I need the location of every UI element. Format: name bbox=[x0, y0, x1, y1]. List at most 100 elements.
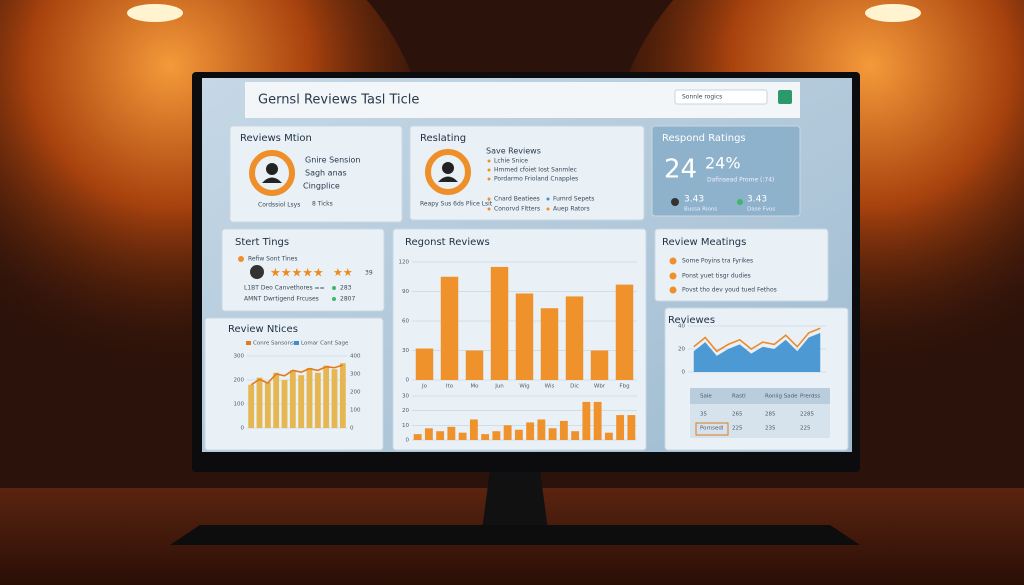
y-tick-label: 0 bbox=[682, 370, 686, 376]
bar bbox=[458, 432, 467, 440]
bar bbox=[314, 372, 321, 428]
bar bbox=[571, 431, 580, 440]
bar bbox=[616, 415, 625, 440]
bar bbox=[492, 431, 501, 440]
bar bbox=[424, 428, 433, 440]
table-header-cell: Roniig Sade bbox=[765, 394, 798, 400]
list-item: Some Poyins tra Fyrikes bbox=[682, 258, 753, 265]
x-tick-label: Mo bbox=[470, 384, 479, 390]
bar bbox=[565, 296, 584, 380]
y-tick-label: 120 bbox=[399, 260, 410, 266]
panel bbox=[409, 125, 645, 221]
list-item: Ponst yuet tisgr dudies bbox=[682, 273, 751, 280]
x-tick-label: Wis bbox=[545, 384, 555, 390]
status-dot bbox=[737, 199, 743, 205]
y2-tick-label: 400 bbox=[350, 354, 361, 360]
avatar-icon bbox=[250, 265, 264, 279]
table-cell: 225 bbox=[732, 426, 743, 432]
y-tick-label: 90 bbox=[402, 289, 409, 295]
row-text: L1BT Deo Canvethores == bbox=[244, 285, 325, 292]
bar bbox=[604, 432, 613, 440]
panel-title: Stert Tings bbox=[235, 237, 289, 248]
y-tick-label: 0 bbox=[406, 378, 410, 384]
bar bbox=[264, 382, 271, 428]
y-tick-label: 100 bbox=[234, 402, 245, 408]
avatar-icon bbox=[438, 176, 458, 182]
lamp bbox=[865, 4, 921, 22]
search-box[interactable] bbox=[674, 89, 768, 105]
search-button[interactable] bbox=[778, 90, 792, 104]
bar bbox=[256, 377, 263, 428]
bar bbox=[248, 384, 255, 428]
y-tick-label: 0 bbox=[406, 438, 410, 444]
stars: ★★★★★ bbox=[270, 266, 324, 280]
dashboard-title: Gernsl Reviews Tasl Ticle bbox=[258, 93, 419, 108]
table-cell: 235 bbox=[765, 426, 776, 432]
line bbox=[693, 327, 821, 353]
bar bbox=[447, 426, 456, 440]
avatar-ring bbox=[249, 150, 295, 196]
bullet bbox=[546, 197, 550, 201]
x-tick-label: Jun bbox=[494, 384, 504, 390]
panel-title: Reviews Mtion bbox=[240, 133, 312, 144]
row-text: Refiw Sont Tines bbox=[248, 256, 298, 263]
monitor-neck bbox=[482, 470, 548, 530]
avatar-icon bbox=[671, 198, 679, 206]
bar bbox=[298, 375, 305, 428]
panel-title: Reslating bbox=[420, 133, 466, 144]
bar bbox=[273, 372, 280, 428]
text-line: Gnire Sension bbox=[305, 156, 361, 165]
big-number: 24 bbox=[664, 155, 697, 185]
legend-label: Lomar Cant Sage bbox=[301, 341, 349, 347]
footer-text: Cordssiol Lsys bbox=[258, 202, 300, 209]
list-item: Fumrd Sepets bbox=[553, 196, 594, 203]
bar bbox=[590, 350, 609, 380]
x-tick-label: Jo bbox=[421, 384, 428, 390]
caption: Reapy Sus 6ds Plice Lsit bbox=[420, 201, 493, 208]
bullet bbox=[238, 256, 244, 262]
table-cell: 2285 bbox=[800, 412, 814, 418]
avatar-icon bbox=[442, 162, 454, 174]
bar bbox=[526, 422, 535, 440]
y-tick-label: 40 bbox=[678, 324, 685, 330]
table-header bbox=[690, 388, 830, 404]
avatar-ring bbox=[425, 149, 471, 195]
bar bbox=[582, 401, 591, 440]
bar bbox=[515, 293, 534, 380]
text-line: Sagh anas bbox=[305, 169, 347, 178]
bar bbox=[465, 350, 484, 380]
bar bbox=[469, 419, 478, 440]
bar bbox=[289, 370, 296, 428]
bar bbox=[281, 380, 288, 428]
bar bbox=[415, 348, 434, 380]
bar bbox=[306, 368, 313, 428]
bar bbox=[436, 431, 445, 440]
bullet bbox=[546, 207, 550, 211]
list-item: Conorvd Fltters bbox=[494, 206, 540, 213]
legend-label: Conre Sansons bbox=[253, 341, 294, 347]
y2-tick-label: 0 bbox=[350, 426, 354, 432]
bar bbox=[323, 365, 330, 428]
stars: ★★ bbox=[333, 266, 353, 279]
stat-note: Bussa Rions bbox=[684, 207, 717, 213]
bar bbox=[540, 308, 559, 380]
table-cell: Pornsedl bbox=[700, 426, 724, 432]
table-header-cell: Prerdss bbox=[800, 394, 820, 400]
bar bbox=[514, 429, 523, 440]
panel bbox=[229, 125, 403, 223]
panel-title: Reviewes bbox=[668, 315, 715, 326]
y-tick-label: 0 bbox=[241, 426, 245, 432]
search-placeholder: Sonnle rogics bbox=[682, 94, 722, 101]
selected-cell bbox=[695, 422, 729, 436]
bullet bbox=[487, 177, 491, 181]
subtext: Dafinsead Prome (:74) bbox=[707, 177, 774, 184]
area bbox=[693, 332, 821, 372]
bar bbox=[537, 419, 546, 440]
subtitle: Save Reviews bbox=[486, 147, 541, 156]
panel bbox=[654, 228, 829, 302]
bar bbox=[559, 420, 568, 440]
bar bbox=[481, 434, 490, 440]
table-cell: 285 bbox=[765, 412, 776, 418]
